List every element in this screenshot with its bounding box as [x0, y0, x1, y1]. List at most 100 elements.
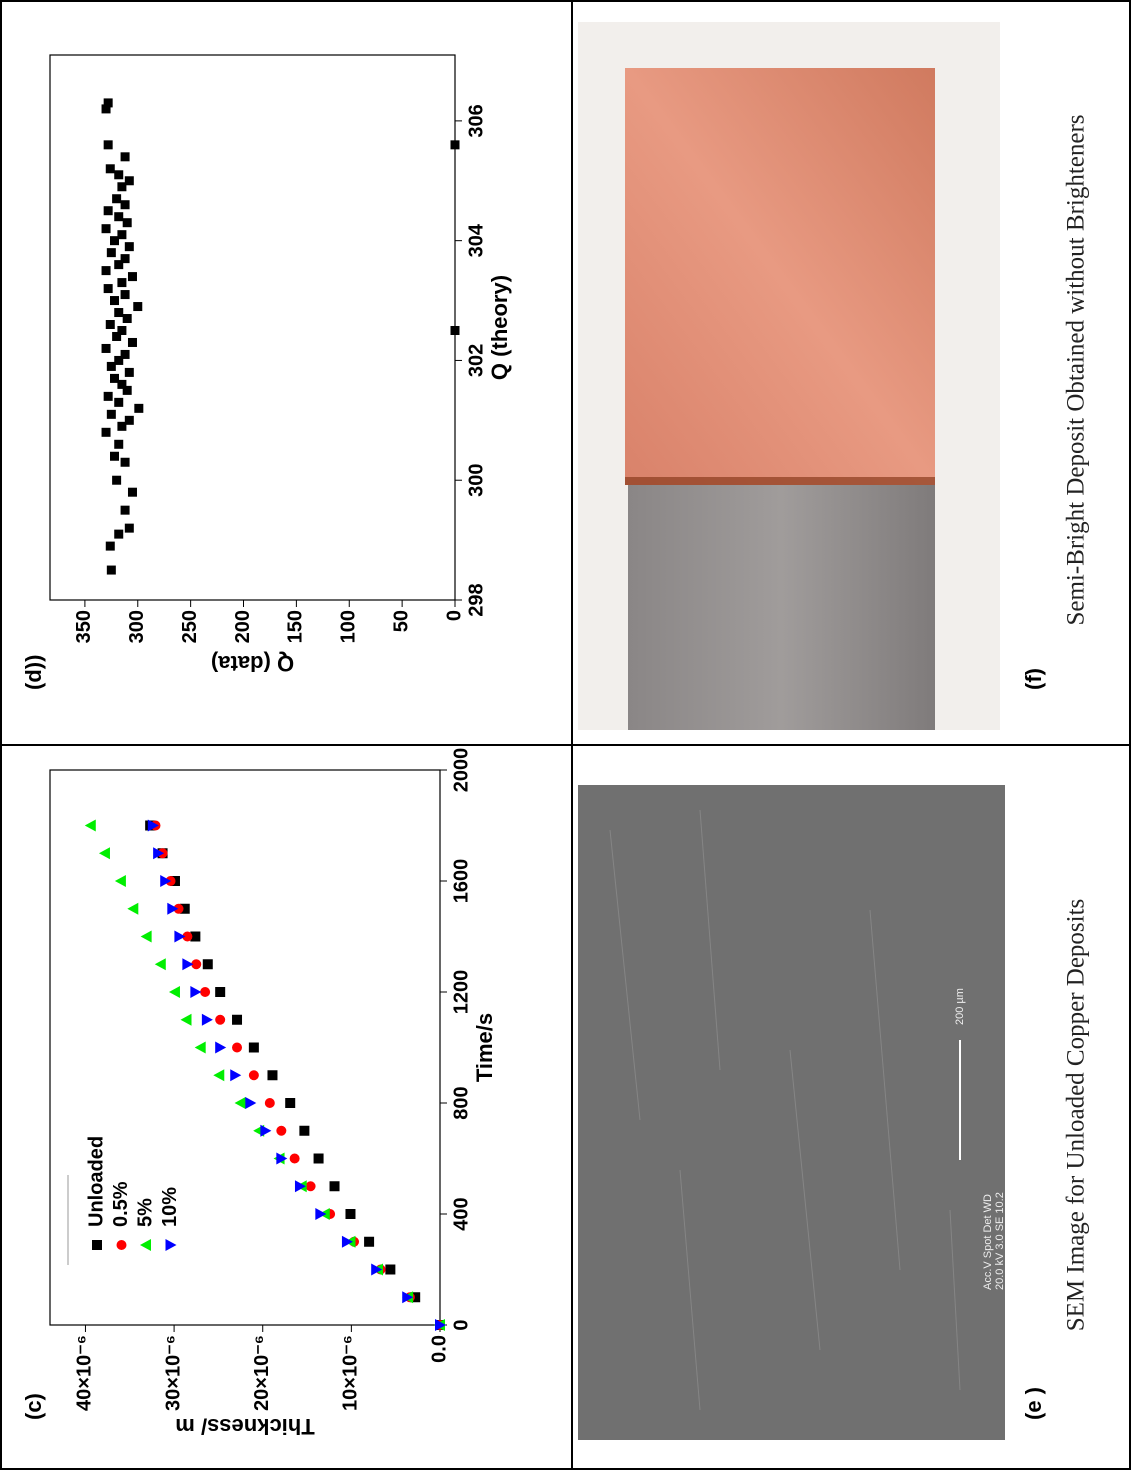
marker [230, 1069, 242, 1082]
caption: Semi-Bright Deposit Obtained without Bri… [1063, 114, 1090, 625]
y-tick-label: 350 [73, 610, 95, 643]
point [450, 325, 460, 335]
marker [201, 1013, 213, 1026]
point [101, 343, 111, 353]
point [110, 373, 120, 383]
marker [260, 1124, 272, 1137]
point [124, 415, 134, 425]
x-tick-label: 306 [465, 104, 487, 137]
caption: SEM Image for Unloaded Copper Deposits [1063, 899, 1090, 1332]
marker [232, 1042, 243, 1053]
marker [114, 875, 126, 887]
point [110, 296, 120, 306]
point [127, 272, 137, 282]
marker [267, 1070, 278, 1081]
point [103, 140, 113, 150]
sem-overlay-text: Acc.V Spot Det WD [982, 1194, 994, 1290]
marker [167, 902, 179, 915]
point [450, 140, 460, 150]
x-tick-label: 298 [465, 583, 487, 616]
marker [305, 1181, 316, 1192]
marker [215, 1041, 227, 1054]
legend-label: 5% [134, 1198, 156, 1227]
point [124, 367, 134, 377]
point [114, 397, 124, 407]
marker [160, 875, 172, 887]
point [110, 236, 120, 246]
marker [285, 1098, 296, 1108]
marker [147, 819, 159, 832]
legend-marker [165, 1239, 177, 1251]
marker [202, 959, 213, 970]
point [105, 164, 115, 174]
marker [313, 1153, 324, 1164]
sem-image [578, 785, 1005, 1440]
marker [276, 1152, 288, 1165]
y-tick-label: 300 [126, 610, 148, 643]
point [120, 152, 130, 162]
marker [345, 1209, 356, 1219]
point [124, 176, 134, 186]
point [114, 212, 124, 222]
point [120, 200, 130, 210]
deposit-edge [625, 477, 935, 485]
marker [402, 1291, 414, 1304]
x-tick-label: 302 [465, 344, 487, 377]
point [114, 308, 124, 318]
marker [182, 958, 194, 971]
point [120, 349, 130, 359]
sem-overlay-text: 20.0 kV 3.0 SE 10.2 [994, 1192, 1006, 1290]
marker [329, 1181, 340, 1192]
rotated-content: 04008001200160020000.010×10⁻⁶20×10⁻⁶30×1… [21, 22, 1090, 1440]
marker [213, 1069, 225, 1082]
point [106, 361, 116, 371]
marker [191, 959, 202, 970]
point [117, 421, 127, 431]
marker [190, 986, 202, 998]
marker [435, 1319, 446, 1331]
point [101, 224, 111, 234]
point [114, 439, 124, 449]
legend-label: 0.5% [110, 1181, 132, 1227]
point [112, 194, 122, 204]
marker [190, 931, 201, 942]
marker [200, 987, 211, 997]
y-tick-label: 150 [285, 610, 307, 643]
x-axis-title: Q (theory) [487, 275, 512, 380]
marker [140, 930, 152, 943]
point [103, 391, 113, 401]
marker [315, 1208, 327, 1220]
y-tick-label: 40×10⁻⁶ [74, 1335, 96, 1411]
marker [341, 1235, 353, 1248]
marker [215, 1014, 226, 1025]
marker [385, 1264, 396, 1275]
copper-deposit [625, 68, 935, 485]
marker [154, 958, 166, 971]
y-tick-label: 100 [338, 610, 360, 643]
marker [232, 1014, 243, 1025]
point [117, 230, 127, 240]
x-tick-label: 1600 [450, 859, 472, 904]
point [120, 505, 130, 515]
legend-label: Unloaded [85, 1136, 107, 1227]
x-tick-label: 800 [450, 1086, 472, 1119]
marker [264, 1098, 275, 1108]
x-tick-label: 400 [450, 1197, 472, 1230]
panel-label: (e ) [1021, 1387, 1046, 1420]
x-tick-label: 1200 [450, 970, 472, 1015]
point [103, 206, 113, 216]
point [127, 487, 137, 497]
marker [299, 1125, 310, 1136]
marker [234, 1097, 246, 1109]
point [105, 320, 115, 330]
point [117, 182, 127, 192]
point [117, 379, 127, 389]
point [101, 427, 111, 437]
marker [127, 902, 139, 915]
steel-strip [628, 485, 935, 730]
x-axis-title: Time/s [472, 1013, 497, 1082]
marker [194, 1041, 206, 1054]
scale-bar-label: 200 µm [954, 988, 966, 1025]
marker [215, 987, 226, 997]
y-tick-label: 20×10⁻⁶ [251, 1335, 273, 1411]
